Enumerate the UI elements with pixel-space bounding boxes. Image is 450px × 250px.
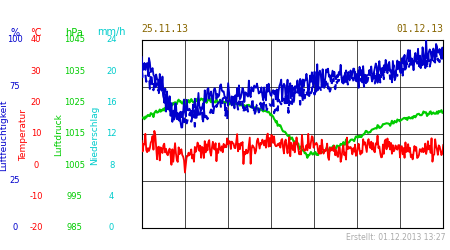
Text: Luftfeuchtigkeit: Luftfeuchtigkeit <box>0 99 8 171</box>
Text: 1015: 1015 <box>64 129 85 138</box>
Text: 8: 8 <box>109 160 114 170</box>
Text: 1025: 1025 <box>64 98 85 107</box>
Text: 24: 24 <box>106 36 117 44</box>
Text: 985: 985 <box>66 223 82 232</box>
Text: hPa: hPa <box>65 28 83 38</box>
Text: 0: 0 <box>33 160 39 170</box>
Text: Temperatur: Temperatur <box>19 109 28 161</box>
Text: 10: 10 <box>31 129 41 138</box>
Text: mm/h: mm/h <box>97 28 126 38</box>
Text: 1005: 1005 <box>64 160 85 170</box>
Text: 0: 0 <box>12 223 18 232</box>
Text: °C: °C <box>30 28 42 38</box>
Text: Niederschlag: Niederschlag <box>90 105 99 165</box>
Text: 1045: 1045 <box>64 36 85 44</box>
Text: 20: 20 <box>106 67 117 76</box>
Text: 01.12.13: 01.12.13 <box>396 24 443 34</box>
Text: 100: 100 <box>7 36 22 44</box>
Text: 25.11.13: 25.11.13 <box>142 24 189 34</box>
Text: 12: 12 <box>106 129 117 138</box>
Text: 1035: 1035 <box>64 67 85 76</box>
Text: %: % <box>10 28 19 38</box>
Text: -10: -10 <box>29 192 43 201</box>
Text: -20: -20 <box>29 223 43 232</box>
Text: 16: 16 <box>106 98 117 107</box>
Text: 0: 0 <box>109 223 114 232</box>
Text: 40: 40 <box>31 36 41 44</box>
Text: 25: 25 <box>9 176 20 185</box>
Text: 995: 995 <box>67 192 82 201</box>
Text: 20: 20 <box>31 98 41 107</box>
Text: 30: 30 <box>31 67 41 76</box>
Text: Erstellt: 01.12.2013 13:27: Erstellt: 01.12.2013 13:27 <box>346 234 446 242</box>
Text: Luftdruck: Luftdruck <box>54 114 63 156</box>
Text: 75: 75 <box>9 82 20 91</box>
Text: 4: 4 <box>109 192 114 201</box>
